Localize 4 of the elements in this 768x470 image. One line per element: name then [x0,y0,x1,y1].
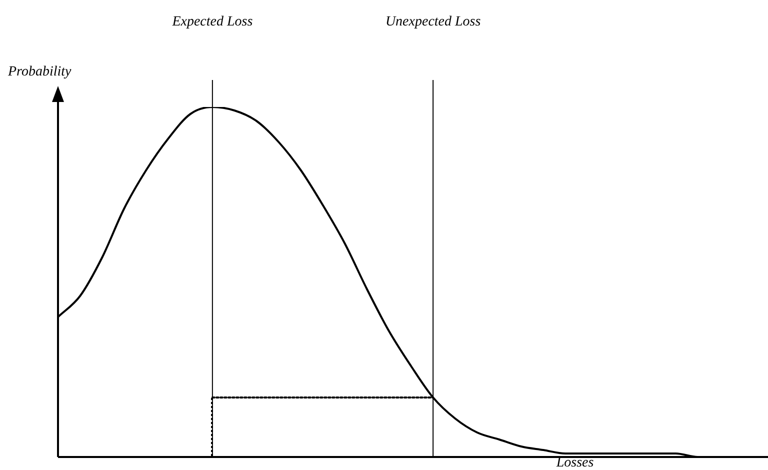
x-axis-title: Losses [555,456,594,470]
text: Unexpected Loss [385,14,482,30]
text: Expected Loss [171,14,254,30]
y-axis-title: Probability [7,64,72,80]
